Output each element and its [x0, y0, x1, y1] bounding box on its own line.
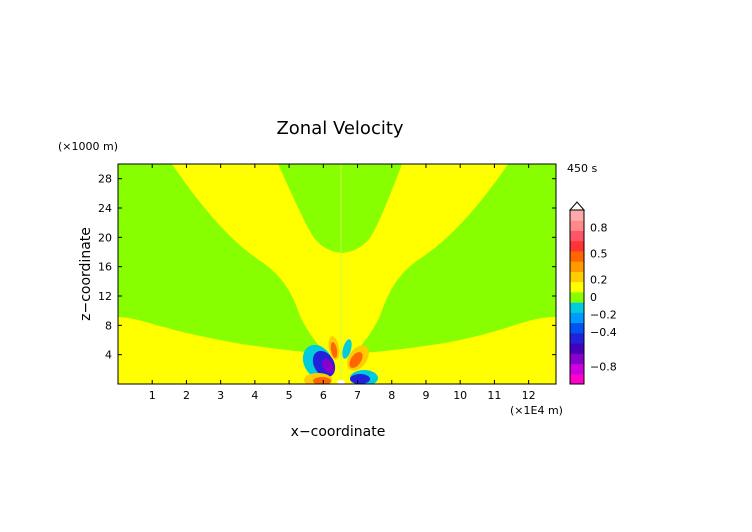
x-tick-label-11: 11 [487, 389, 501, 402]
x-tick-label-4: 4 [251, 389, 258, 402]
x-tick-label-5: 5 [286, 389, 293, 402]
x-tick-label-8: 8 [388, 389, 395, 402]
colorbar-swatch-6 [570, 322, 584, 334]
x-axis-label: x−coordinate [291, 424, 386, 440]
x-tick-label-9: 9 [422, 389, 429, 402]
colorbar-swatch-2 [570, 363, 584, 375]
y-axis-label: z−coordinate [78, 227, 94, 321]
colorbar-swatch-14 [570, 240, 584, 252]
colorbar-frame [569, 209, 585, 385]
colorbar-swatch-7 [570, 312, 584, 324]
colorbar-swatch-9 [570, 291, 584, 303]
x-tick-label-3: 3 [217, 389, 224, 402]
colorbar-swatch-1 [570, 373, 584, 385]
colorbar-swatch-11 [570, 271, 584, 283]
x-tick-label-10: 10 [453, 389, 467, 402]
y-tick-label-2: 8 [105, 319, 112, 332]
colorbar-label-3: 0.2 [590, 274, 608, 287]
y-units-label: (×1000 m) [58, 140, 118, 153]
x-tick-label-1: 1 [149, 389, 156, 402]
velocity-field [118, 164, 556, 384]
colorbar-swatch-5 [570, 332, 584, 344]
colorbar-swatch-3 [570, 353, 584, 365]
lobe-top-right-cyan [342, 339, 352, 359]
colorbar-label-7: −0.8 [590, 361, 617, 374]
colorbar-swatch-17 [570, 210, 584, 221]
y-tick-label-5: 20 [98, 231, 112, 244]
colorbar-label-2: 0.5 [590, 248, 608, 261]
lobe-right-blue [350, 374, 370, 384]
colorbar-label-6: −0.4 [590, 326, 617, 339]
colorbar-label-5: −0.2 [590, 308, 617, 321]
colorbar-swatch-13 [570, 250, 584, 262]
y-tick-label-6: 24 [98, 202, 112, 215]
colorbar-label-1: 0.8 [590, 221, 608, 234]
near-zero-region-right [350, 164, 556, 354]
chart-title: Zonal Velocity [276, 118, 403, 139]
colorbar-swatch-8 [570, 302, 584, 313]
lobe-left-purple [322, 358, 334, 374]
colorbar-swatch-10 [570, 281, 584, 293]
y-axis: 4 8 12 16 20 24 28 [98, 173, 556, 362]
lobe-core-white [337, 380, 345, 384]
x-tick-label-7: 7 [354, 389, 361, 402]
colorbar-swatch-12 [570, 261, 584, 272]
y-tick-label-7: 28 [98, 173, 112, 186]
colorbar-arrow [568, 201, 586, 211]
colorbar-label-4: 0 [590, 291, 597, 304]
y-tick-label-1: 4 [105, 349, 112, 362]
x-units-label: (×1E4 m) [510, 404, 563, 417]
lobe-bottom-left-red [313, 377, 331, 384]
near-zero-region-central-plume [278, 164, 402, 253]
y-tick-label-3: 12 [98, 290, 112, 303]
time-label: 450 s [567, 162, 597, 175]
colorbar: 0.8 0.5 0.2 0 −0.2 −0.4 −0.8 [568, 201, 617, 385]
lobe-right-red [349, 352, 363, 368]
x-tick-label-6: 6 [320, 389, 327, 402]
x-tick-label-12: 12 [522, 389, 536, 402]
colorbar-swatch-16 [570, 220, 584, 231]
x-axis: 1 2 3 4 5 6 7 8 9 10 11 12 [149, 164, 536, 402]
lobe-top-left-red [330, 342, 338, 358]
plot-frame [117, 163, 557, 385]
colorbar-swatch-4 [570, 343, 584, 354]
velocity-lobes [302, 336, 378, 384]
x-tick-label-2: 2 [183, 389, 190, 402]
y-tick-label-4: 16 [98, 261, 112, 274]
near-zero-region-left [118, 164, 330, 354]
colorbar-swatch-15 [570, 230, 584, 242]
